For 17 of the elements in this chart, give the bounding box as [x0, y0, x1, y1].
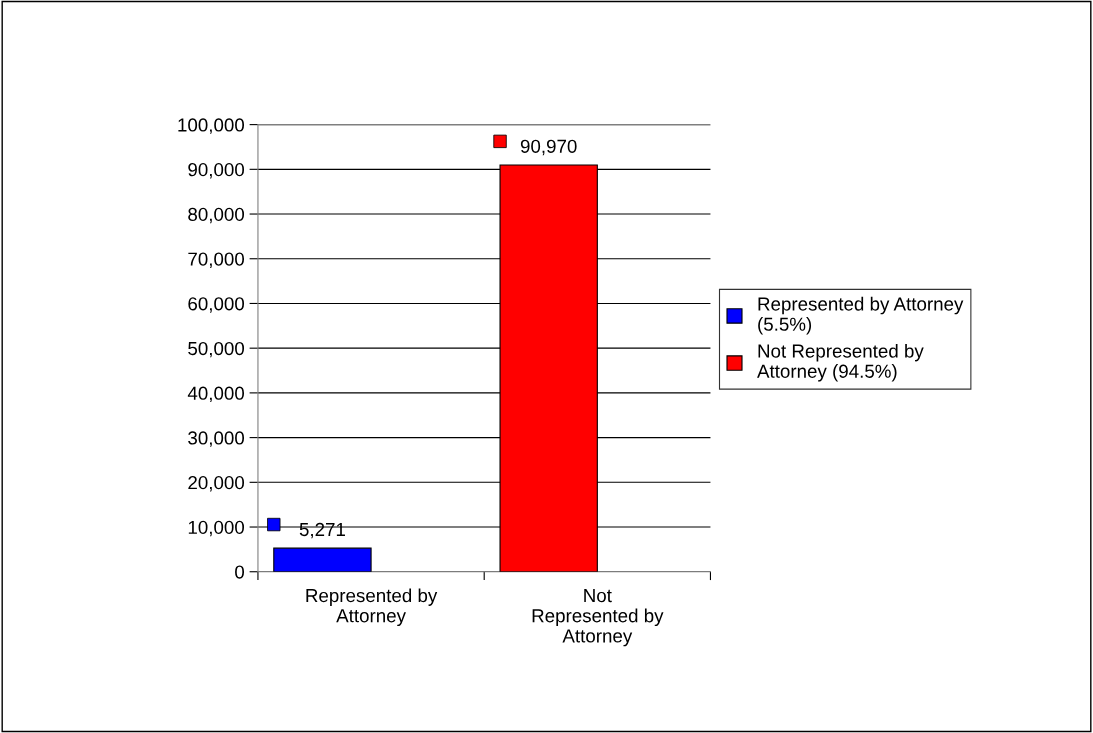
x-tick-label: Represented by Attorney [306, 588, 438, 627]
y-tick-label: 80,000 [188, 207, 245, 224]
y-tick-label: 60,000 [188, 297, 245, 313]
y-tick-label: 100,000 [178, 118, 245, 134]
data-label: 5,271 [299, 522, 345, 539]
x-tick-label: Not Represented by Attorney [532, 589, 664, 647]
legend-label: Not Represented by Attorney (94.5%) [757, 343, 924, 382]
y-tick-label: 0 [235, 565, 245, 579]
y-tick-label: 20,000 [188, 476, 245, 492]
legend-label: Represented by Attorney (5.5%) [758, 296, 964, 335]
y-tick-label: 50,000 [188, 341, 245, 358]
data-label: 90,970 [520, 139, 577, 156]
y-tick-label: 40,000 [187, 386, 245, 403]
y-tick-label: 10,000 [188, 520, 245, 537]
y-tick-label: 70,000 [188, 252, 245, 268]
y-tick-label: 30,000 [188, 431, 245, 447]
y-tick-label: 90,000 [188, 163, 245, 179]
